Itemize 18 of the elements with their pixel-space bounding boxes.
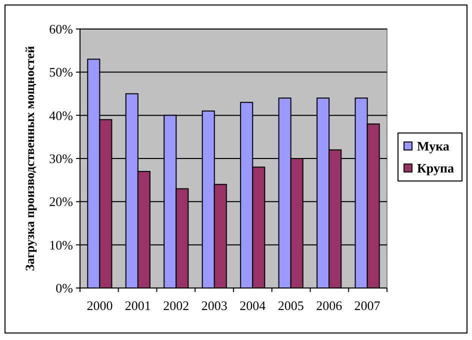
y-tick-label: 10% (49, 237, 74, 252)
y-tick-label: 20% (49, 194, 74, 210)
x-tick-label: 2005 (278, 298, 304, 313)
y-axis-title: Загрузка производственных мощностей (23, 46, 37, 272)
x-tick-label: 2001 (124, 298, 151, 313)
legend-label: Мука (417, 138, 450, 154)
x-tick-label: 2007 (354, 298, 381, 313)
y-tick-label: 40% (49, 108, 74, 123)
y-tick-label: 50% (49, 64, 74, 80)
x-tick-label: 2003 (201, 298, 228, 313)
x-tick-label: 2002 (163, 298, 190, 313)
x-tick-label: 2006 (316, 298, 343, 313)
legend-label: Крупа (417, 160, 454, 176)
y-tick-label: 30% (49, 151, 74, 166)
x-tick-label: 2000 (86, 298, 113, 313)
y-tick-label: 0% (56, 280, 74, 296)
y-tick-label: 60% (49, 22, 74, 37)
x-tick-label: 2004 (240, 298, 266, 313)
